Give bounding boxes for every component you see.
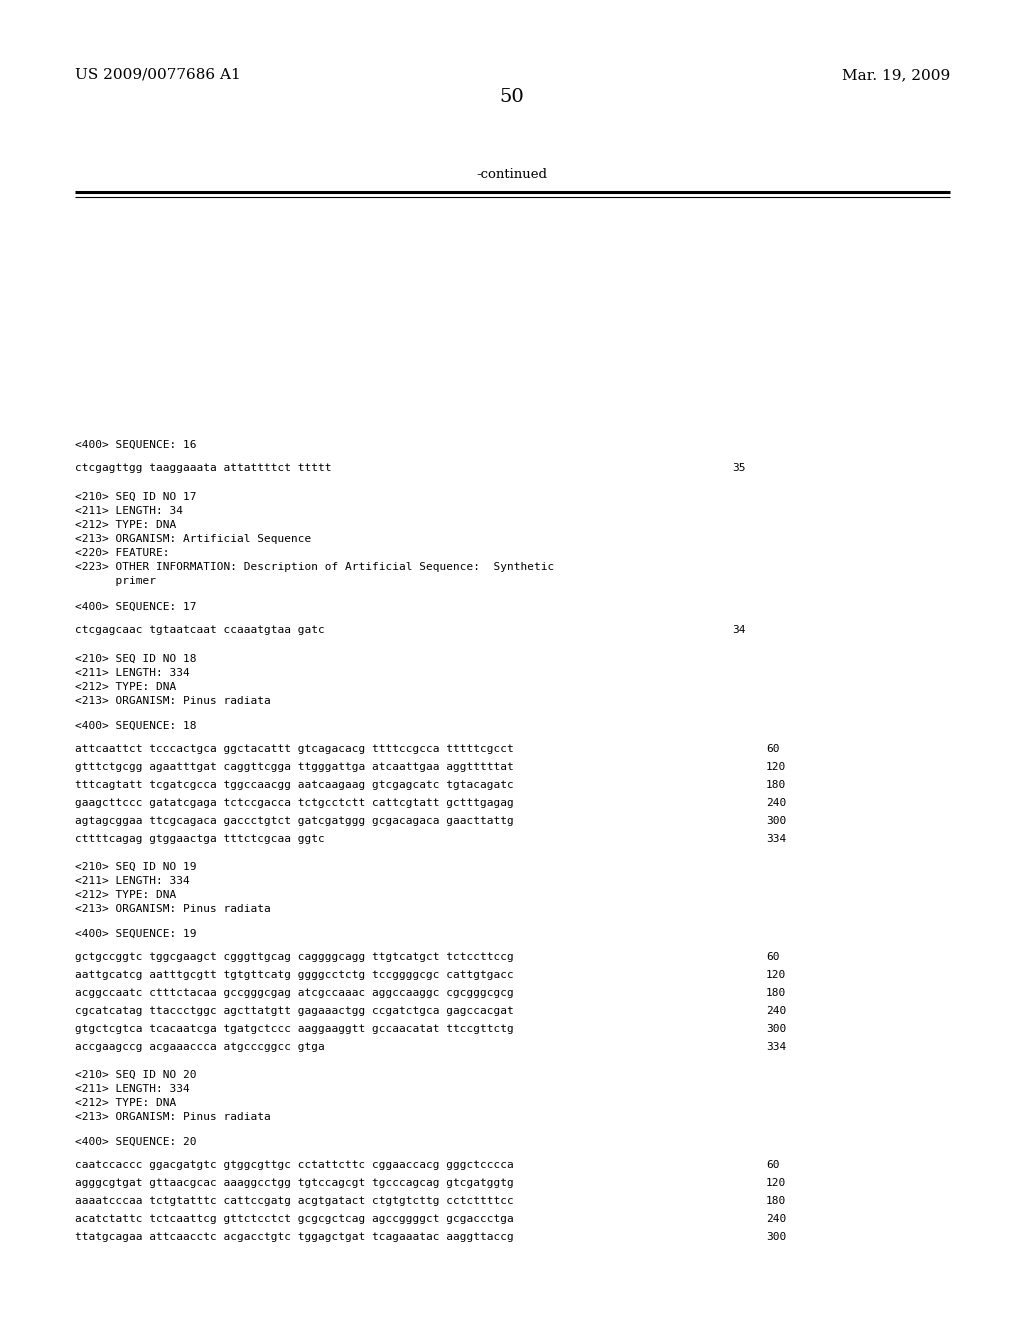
Text: cgcatcatag ttaccctggc agcttatgtt gagaaactgg ccgatctgca gagccacgat: cgcatcatag ttaccctggc agcttatgtt gagaaac… xyxy=(75,1006,513,1016)
Text: <213> ORGANISM: Pinus radiata: <213> ORGANISM: Pinus radiata xyxy=(75,696,270,706)
Text: 334: 334 xyxy=(766,1041,786,1052)
Text: 240: 240 xyxy=(766,1006,786,1016)
Text: <400> SEQUENCE: 18: <400> SEQUENCE: 18 xyxy=(75,721,197,731)
Text: <223> OTHER INFORMATION: Description of Artificial Sequence:  Synthetic: <223> OTHER INFORMATION: Description of … xyxy=(75,562,554,572)
Text: <213> ORGANISM: Pinus radiata: <213> ORGANISM: Pinus radiata xyxy=(75,904,270,913)
Text: <210> SEQ ID NO 17: <210> SEQ ID NO 17 xyxy=(75,492,197,502)
Text: Mar. 19, 2009: Mar. 19, 2009 xyxy=(842,69,950,82)
Text: <212> TYPE: DNA: <212> TYPE: DNA xyxy=(75,890,176,900)
Text: 34: 34 xyxy=(732,624,745,635)
Text: <400> SEQUENCE: 16: <400> SEQUENCE: 16 xyxy=(75,440,197,450)
Text: <210> SEQ ID NO 20: <210> SEQ ID NO 20 xyxy=(75,1071,197,1080)
Text: <211> LENGTH: 34: <211> LENGTH: 34 xyxy=(75,506,182,516)
Text: 180: 180 xyxy=(766,780,786,789)
Text: 300: 300 xyxy=(766,816,786,826)
Text: 120: 120 xyxy=(766,1177,786,1188)
Text: 60: 60 xyxy=(766,952,779,962)
Text: gaagcttccc gatatcgaga tctccgacca tctgcctctt cattcgtatt gctttgagag: gaagcttccc gatatcgaga tctccgacca tctgcct… xyxy=(75,799,513,808)
Text: 240: 240 xyxy=(766,1214,786,1224)
Text: acatctattc tctcaattcg gttctcctct gcgcgctcag agccggggct gcgaccctga: acatctattc tctcaattcg gttctcctct gcgcgct… xyxy=(75,1214,513,1224)
Text: <211> LENGTH: 334: <211> LENGTH: 334 xyxy=(75,1084,189,1094)
Text: <210> SEQ ID NO 19: <210> SEQ ID NO 19 xyxy=(75,862,197,873)
Text: <400> SEQUENCE: 19: <400> SEQUENCE: 19 xyxy=(75,929,197,939)
Text: <220> FEATURE:: <220> FEATURE: xyxy=(75,548,169,558)
Text: attcaattct tcccactgca ggctacattt gtcagacacg ttttccgcca tttttcgcct: attcaattct tcccactgca ggctacattt gtcagac… xyxy=(75,744,513,754)
Text: 35: 35 xyxy=(732,463,745,473)
Text: US 2009/0077686 A1: US 2009/0077686 A1 xyxy=(75,69,241,82)
Text: accgaagccg acgaaaccca atgcccggcc gtga: accgaagccg acgaaaccca atgcccggcc gtga xyxy=(75,1041,325,1052)
Text: 334: 334 xyxy=(766,834,786,843)
Text: ttatgcagaa attcaacctc acgacctgtc tggagctgat tcagaaatac aaggttaccg: ttatgcagaa attcaacctc acgacctgtc tggagct… xyxy=(75,1232,513,1242)
Text: 120: 120 xyxy=(766,970,786,979)
Text: aaaatcccaa tctgtatttc cattccgatg acgtgatact ctgtgtcttg cctcttttcc: aaaatcccaa tctgtatttc cattccgatg acgtgat… xyxy=(75,1196,513,1206)
Text: 60: 60 xyxy=(766,1160,779,1170)
Text: 120: 120 xyxy=(766,762,786,772)
Text: acggccaatc ctttctacaa gccgggcgag atcgccaaac aggccaaggc cgcgggcgcg: acggccaatc ctttctacaa gccgggcgag atcgcca… xyxy=(75,987,513,998)
Text: <213> ORGANISM: Artificial Sequence: <213> ORGANISM: Artificial Sequence xyxy=(75,535,311,544)
Text: <210> SEQ ID NO 18: <210> SEQ ID NO 18 xyxy=(75,653,197,664)
Text: <212> TYPE: DNA: <212> TYPE: DNA xyxy=(75,1098,176,1107)
Text: aattgcatcg aatttgcgtt tgtgttcatg ggggcctctg tccggggcgc cattgtgacc: aattgcatcg aatttgcgtt tgtgttcatg ggggcct… xyxy=(75,970,513,979)
Text: 50: 50 xyxy=(500,88,524,106)
Text: primer: primer xyxy=(75,576,156,586)
Text: <211> LENGTH: 334: <211> LENGTH: 334 xyxy=(75,876,189,886)
Text: 60: 60 xyxy=(766,744,779,754)
Text: 240: 240 xyxy=(766,799,786,808)
Text: caatccaccc ggacgatgtc gtggcgttgc cctattcttc cggaaccacg gggctcccca: caatccaccc ggacgatgtc gtggcgttgc cctattc… xyxy=(75,1160,513,1170)
Text: 300: 300 xyxy=(766,1024,786,1034)
Text: ctcgagcaac tgtaatcaat ccaaatgtaa gatc: ctcgagcaac tgtaatcaat ccaaatgtaa gatc xyxy=(75,624,325,635)
Text: -continued: -continued xyxy=(476,168,548,181)
Text: cttttcagag gtggaactga tttctcgcaa ggtc: cttttcagag gtggaactga tttctcgcaa ggtc xyxy=(75,834,325,843)
Text: 180: 180 xyxy=(766,987,786,998)
Text: gtttctgcgg agaatttgat caggttcgga ttgggattga atcaattgaa aggtttttat: gtttctgcgg agaatttgat caggttcgga ttgggat… xyxy=(75,762,513,772)
Text: <211> LENGTH: 334: <211> LENGTH: 334 xyxy=(75,668,189,678)
Text: gctgccggtc tggcgaagct cgggttgcag caggggcagg ttgtcatgct tctccttccg: gctgccggtc tggcgaagct cgggttgcag caggggc… xyxy=(75,952,513,962)
Text: gtgctcgtca tcacaatcga tgatgctccc aaggaaggtt gccaacatat ttccgttctg: gtgctcgtca tcacaatcga tgatgctccc aaggaag… xyxy=(75,1024,513,1034)
Text: 300: 300 xyxy=(766,1232,786,1242)
Text: agggcgtgat gttaacgcac aaaggcctgg tgtccagcgt tgcccagcag gtcgatggtg: agggcgtgat gttaacgcac aaaggcctgg tgtccag… xyxy=(75,1177,513,1188)
Text: agtagcggaa ttcgcagaca gaccctgtct gatcgatggg gcgacagaca gaacttattg: agtagcggaa ttcgcagaca gaccctgtct gatcgat… xyxy=(75,816,513,826)
Text: tttcagtatt tcgatcgcca tggccaacgg aatcaagaag gtcgagcatc tgtacagatc: tttcagtatt tcgatcgcca tggccaacgg aatcaag… xyxy=(75,780,513,789)
Text: <400> SEQUENCE: 17: <400> SEQUENCE: 17 xyxy=(75,602,197,612)
Text: <213> ORGANISM: Pinus radiata: <213> ORGANISM: Pinus radiata xyxy=(75,1111,270,1122)
Text: <212> TYPE: DNA: <212> TYPE: DNA xyxy=(75,520,176,531)
Text: <400> SEQUENCE: 20: <400> SEQUENCE: 20 xyxy=(75,1137,197,1147)
Text: <212> TYPE: DNA: <212> TYPE: DNA xyxy=(75,682,176,692)
Text: 180: 180 xyxy=(766,1196,786,1206)
Text: ctcgagttgg taaggaaata attattttct ttttt: ctcgagttgg taaggaaata attattttct ttttt xyxy=(75,463,331,473)
